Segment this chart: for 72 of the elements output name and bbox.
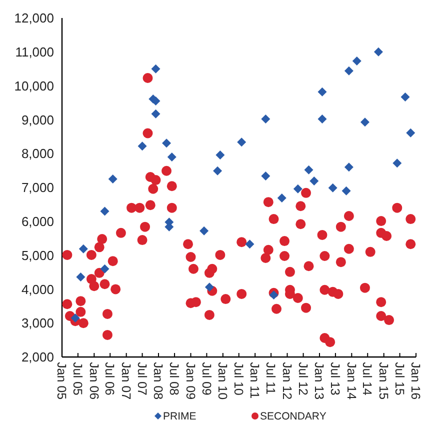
y-tick-label: 5,000 (21, 248, 54, 263)
point (293, 184, 302, 194)
y-tick-label: 10,000 (14, 78, 54, 94)
x-tick-label: Jan 08 (151, 362, 166, 400)
y-tick-label: 7,000 (21, 180, 54, 196)
y-tick-label: 2,000 (21, 350, 54, 365)
point (406, 128, 416, 138)
x-tick-label: Jul 07 (134, 362, 149, 396)
point (342, 186, 351, 196)
x-tick-label: Jul 14 (360, 362, 374, 396)
legend-label: SECONDARY (260, 410, 326, 423)
x-tick-label: Jan 14 (344, 362, 358, 400)
point (344, 66, 354, 76)
point (352, 56, 362, 66)
point (237, 138, 246, 147)
x-tick-label: Jul 13 (328, 362, 342, 396)
y-tick-label: 4,000 (21, 282, 54, 297)
point (269, 290, 278, 300)
point (138, 142, 147, 151)
point (344, 162, 354, 172)
y-tick-label: 3,000 (21, 316, 54, 331)
point (392, 158, 402, 168)
point (151, 109, 160, 118)
x-tick-label: Jul 06 (102, 362, 117, 396)
point (70, 314, 80, 323)
x-tick-label: Jul 09 (199, 362, 214, 396)
point (213, 166, 222, 176)
x-tick-label: Jan 15 (376, 362, 390, 400)
x-tick-label: Jan 06 (86, 362, 101, 400)
point (200, 226, 209, 236)
point (245, 240, 254, 249)
point (108, 174, 118, 184)
x-tick-label: Jan 13 (312, 362, 326, 400)
legend-label: PRIME (163, 410, 196, 423)
x-tick-label: Jan 07 (118, 362, 133, 400)
point (261, 171, 270, 180)
point (151, 64, 160, 74)
x-tick-label: Jul 15 (392, 362, 406, 396)
x-tick-label: Jan 05 (54, 362, 69, 400)
point (304, 165, 314, 174)
point (100, 206, 110, 216)
point (310, 176, 319, 186)
point (400, 92, 410, 102)
point (162, 138, 172, 148)
point (167, 152, 176, 162)
y-tick-label: 11,000 (15, 44, 54, 60)
point (76, 272, 86, 282)
x-tick-label: Jul 08 (167, 362, 182, 396)
x-tick-label: Jan 10 (216, 362, 230, 400)
x-tick-label: Jul 11 (264, 362, 278, 394)
x-tick-label: Jan 09 (183, 362, 198, 400)
point (374, 47, 383, 56)
point (78, 244, 88, 254)
y-tick-label: 6,000 (21, 214, 54, 229)
point (216, 150, 225, 160)
y-tick-label: 9,000 (21, 112, 54, 128)
y-tick-label: 8,000 (21, 146, 54, 162)
y-tick-label: 12,000 (14, 10, 54, 26)
point (360, 118, 370, 127)
point (328, 183, 338, 192)
x-tick-label: Jan 16 (408, 362, 422, 400)
point (261, 114, 270, 124)
x-tick-label: Jul 10 (231, 362, 246, 396)
x-tick-label: Jan 11 (248, 362, 262, 399)
point (100, 264, 110, 274)
point (277, 194, 286, 203)
x-tick-label: Jan 12 (280, 362, 294, 400)
point (318, 87, 327, 96)
point (318, 114, 327, 124)
point (204, 282, 214, 292)
x-tick-label: Jul 05 (70, 362, 85, 396)
x-tick-label: Jul 12 (296, 362, 310, 396)
